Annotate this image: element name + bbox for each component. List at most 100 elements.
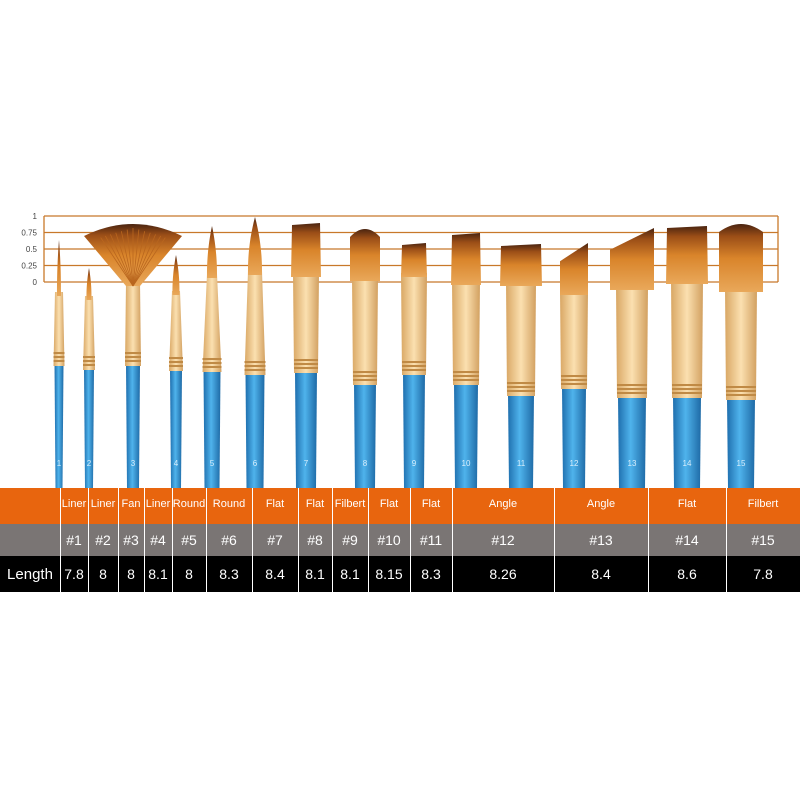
number-cell: #9	[342, 532, 358, 548]
fan-bristle-strand	[132, 231, 146, 287]
brush-handle-number: 8	[363, 459, 368, 468]
length-cell: 7.8	[753, 566, 773, 582]
column-divider	[252, 488, 253, 592]
ferrule-crimp	[453, 371, 479, 373]
brush-6: 6	[244, 217, 266, 488]
type-cell: Fan	[121, 498, 141, 510]
brush-ferrule	[244, 271, 266, 375]
column-divider	[368, 488, 369, 592]
number-cell: #7	[267, 532, 283, 548]
brush-ferrule	[83, 296, 95, 370]
column-divider	[554, 488, 555, 592]
length-cell: 8	[185, 566, 193, 582]
length-label: Length	[7, 565, 53, 583]
brush-ferrule	[725, 288, 757, 400]
type-cell: Angle	[586, 498, 616, 510]
column-divider	[298, 488, 299, 592]
brush-handle-number: 15	[737, 459, 746, 468]
brush-handle-number: 11	[517, 459, 526, 468]
brush-bristles	[172, 255, 180, 295]
number-cell: #15	[751, 532, 775, 548]
brush-type-row: Liner Liner Fan Liner Round Round Flat F…	[0, 488, 800, 524]
brush-handle-number: 10	[462, 459, 471, 468]
ferrule-crimp	[617, 392, 647, 394]
ferrule-crimp	[294, 359, 318, 361]
brush-14: 14	[666, 226, 708, 488]
brush-11: 11	[500, 244, 542, 488]
column-divider	[118, 488, 119, 592]
brush-ferrule	[53, 292, 65, 366]
brush-handle-number: 14	[683, 459, 692, 468]
length-cell: 8.4	[265, 566, 285, 582]
number-cell: #14	[675, 532, 699, 548]
brush-ferrule	[401, 273, 427, 375]
fan-bristle-strand	[132, 229, 140, 287]
fan-bristle-strand	[120, 231, 134, 287]
scale-tick-label: 0.25	[21, 262, 37, 271]
type-cell: Liner	[145, 498, 171, 510]
brush-handle-number: 6	[253, 459, 258, 468]
brush-13: 13	[610, 228, 654, 488]
brush-handle	[126, 364, 140, 488]
ferrule-crimp	[726, 394, 756, 396]
ferrule-crimp	[402, 361, 426, 363]
brush-handle	[618, 396, 646, 488]
ferrule-crimp	[453, 375, 479, 377]
brush-handle	[403, 373, 425, 488]
column-divider	[410, 488, 411, 592]
brush-ferrule	[352, 277, 378, 385]
number-cell: #1	[66, 532, 82, 548]
brush-bristles	[610, 228, 654, 290]
ferrule-crimp	[617, 388, 647, 390]
column-divider	[60, 488, 61, 592]
brush-bristles	[56, 240, 62, 296]
ferrule-crimp	[83, 364, 95, 366]
column-divider	[726, 488, 727, 592]
brush-bristles	[560, 243, 588, 295]
ferrule-crimp	[125, 352, 141, 354]
ferrule-crimp	[53, 352, 65, 354]
ferrule-crimp	[672, 388, 702, 390]
brush-bristles	[500, 244, 542, 286]
column-divider	[172, 488, 173, 592]
fan-bristle-strand	[132, 235, 162, 287]
brush-handle	[727, 398, 755, 488]
ferrule-crimp	[507, 382, 535, 384]
brush-handle	[295, 371, 317, 488]
number-cell: #4	[150, 532, 166, 548]
length-cell: 8	[99, 566, 107, 582]
number-cell: #13	[589, 532, 613, 548]
length-cell: 7.8	[64, 566, 84, 582]
type-cell: Filbert	[747, 498, 779, 510]
brush-5: 5	[202, 226, 222, 488]
column-divider	[648, 488, 649, 592]
ferrule-crimp	[617, 384, 647, 386]
ferrule-crimp	[294, 367, 318, 369]
number-cell: #6	[221, 532, 237, 548]
type-cell: Angle	[488, 498, 518, 510]
ferrule-crimp	[83, 360, 95, 362]
number-cell: #11	[419, 532, 443, 548]
ferrule-crimp	[561, 383, 587, 385]
type-cell: Flat	[305, 498, 325, 510]
brush-handle-number: 9	[412, 459, 417, 468]
length-cell: 8.1	[340, 566, 360, 582]
brush-ferrule	[560, 291, 588, 389]
type-cell: Flat	[379, 498, 399, 510]
ferrule-crimp	[726, 390, 756, 392]
ferrule-crimp	[244, 365, 266, 367]
fan-bristle-strand	[132, 232, 151, 287]
ferrule-crimp	[672, 392, 702, 394]
length-cell: 8.6	[677, 566, 697, 582]
ferrule-crimp	[53, 360, 65, 362]
brush-handle-number: 2	[87, 459, 92, 468]
ferrule-crimp	[353, 371, 377, 373]
brush-bristles	[350, 229, 380, 281]
brush-handle	[54, 364, 64, 488]
brush-handle	[354, 383, 376, 488]
type-cell: Round	[212, 498, 246, 510]
ferrule-crimp	[202, 362, 222, 364]
type-cell: Filbert	[334, 498, 366, 510]
fan-bristle-strand	[115, 232, 134, 287]
number-cell: #2	[95, 532, 111, 548]
